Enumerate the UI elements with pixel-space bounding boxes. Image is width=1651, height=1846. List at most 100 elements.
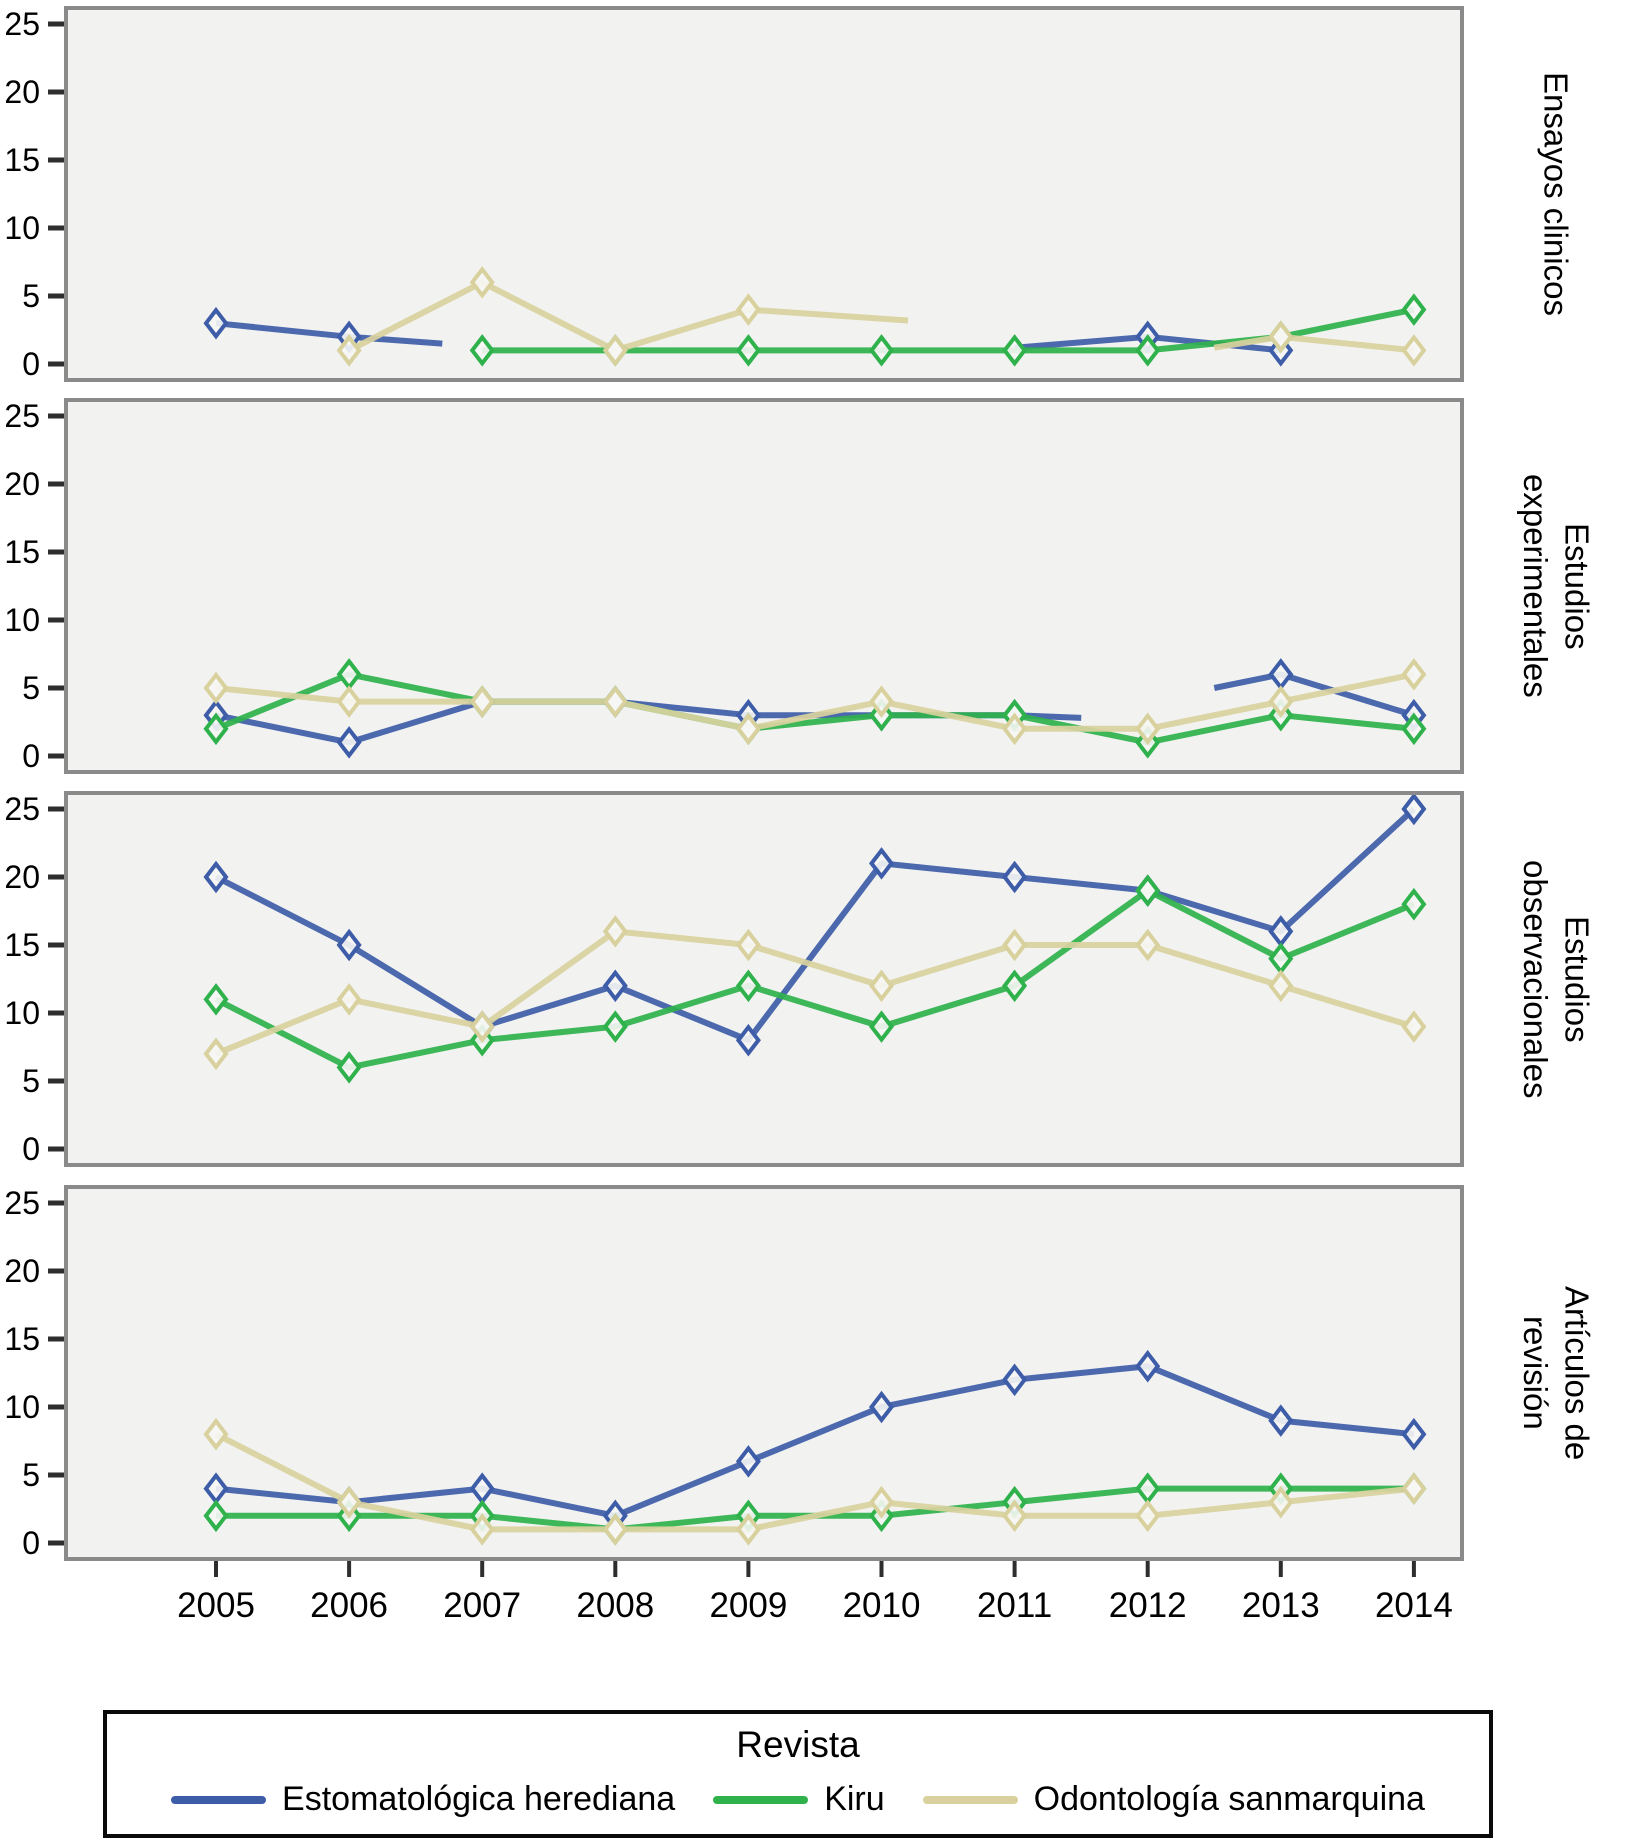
marker-herediana	[336, 726, 362, 759]
x-tick-label: 2010	[843, 1586, 921, 1625]
marker-sanmarquina	[868, 685, 895, 718]
marker-herediana	[602, 969, 628, 1003]
marker-sanmarquina	[469, 266, 495, 299]
marker-kiru	[1401, 712, 1427, 746]
y-tick-label: 5	[22, 278, 40, 314]
x-tick-label: 2006	[310, 1586, 388, 1625]
marker-herediana	[735, 1023, 761, 1057]
series-line-kiru	[214, 671, 1415, 746]
y-tick-label: 15	[4, 534, 40, 570]
marker-sanmarquina	[336, 685, 362, 718]
y-tick-label: 5	[22, 1457, 40, 1493]
marker-sanmarquina	[1268, 685, 1294, 718]
kiru-line-swatch-icon	[713, 1795, 809, 1804]
marker-sanmarquina	[1268, 320, 1294, 354]
y-tick-label: 0	[22, 1131, 40, 1167]
panel-0: 25 20 15 10 5 0	[4, 6, 1464, 382]
legend: Revista Estomatológica herediana Kiru Od…	[103, 1710, 1493, 1838]
marker-herediana	[868, 1390, 895, 1424]
marker-sanmarquina	[203, 1417, 229, 1451]
panel-border	[64, 398, 1464, 774]
marker-sanmarquina	[1268, 969, 1294, 1003]
sanmarquina-line-swatch-icon	[922, 1795, 1018, 1804]
marker-herediana	[1268, 1404, 1294, 1437]
marker-sanmarquina	[1135, 1499, 1161, 1533]
marker-kiru	[868, 1010, 895, 1043]
x-tick-label: 2012	[1109, 1586, 1187, 1625]
legend-entry-kiru: Kiru	[713, 1780, 885, 1819]
marker-herediana	[203, 306, 229, 340]
panel-title-estudios-experimentales: Estudios experimentales	[1517, 474, 1596, 698]
marker-kiru	[1401, 293, 1427, 326]
legend-entry-sanmarquina: Odontología sanmarquina	[922, 1780, 1425, 1819]
panel-3: 25 20 15 10 5 0	[4, 1185, 1464, 1561]
marker-sanmarquina	[469, 685, 495, 718]
series-line-sanmarquina	[214, 928, 1415, 1057]
y-tick-label: 0	[22, 738, 40, 774]
marker-kiru	[1135, 334, 1161, 367]
marker-sanmarquina	[735, 1513, 761, 1546]
series-line-herediana	[214, 806, 1416, 1044]
x-tick-label: 2011	[977, 1586, 1052, 1625]
y-tick-label: 25	[4, 791, 40, 827]
panel-border	[64, 6, 1464, 382]
marker-sanmarquina	[336, 983, 362, 1016]
x-tick-label: 2013	[1242, 1586, 1320, 1625]
panel-border	[64, 791, 1464, 1167]
marker-sanmarquina	[735, 293, 761, 326]
marker-kiru	[469, 334, 495, 367]
marker-kiru	[1002, 969, 1028, 1003]
marker-kiru	[602, 1010, 628, 1043]
marker-kiru	[868, 334, 895, 367]
y-tick-label: 15	[4, 927, 40, 963]
x-tick-label: 2007	[443, 1586, 521, 1625]
x-tick-label: 2009	[709, 1586, 787, 1625]
marker-kiru	[735, 334, 761, 367]
y-tick-label: 5	[22, 670, 40, 706]
y-tick-label: 20	[4, 466, 40, 502]
y-tick-label: 10	[4, 995, 40, 1031]
y-tick-label: 15	[4, 142, 40, 178]
panel-plot-area	[66, 8, 1462, 380]
panel-1: 25 20 15 10 5 0	[4, 398, 1464, 774]
marker-herediana	[1401, 1417, 1427, 1451]
marker-sanmarquina	[1002, 1499, 1028, 1533]
panel-title-estudios-observacionales: Estudios observacionales	[1517, 859, 1596, 1099]
marker-herediana	[1135, 1349, 1161, 1383]
x-tick-label: 2005	[177, 1586, 255, 1625]
marker-sanmarquina	[1135, 928, 1161, 962]
marker-sanmarquina	[602, 1513, 628, 1546]
y-tick-label: 20	[4, 74, 40, 110]
chart-svg: 25 20 15 10 5 0 25 20 15 10 5 0 25 20 15 10 5 0 25 20 15 10 5 0…	[4, 6, 1464, 1625]
marker-herediana	[1002, 1363, 1028, 1397]
marker-sanmarquina	[203, 1037, 229, 1071]
legend-label-sanmarquina: Odontología sanmarquina	[1033, 1780, 1425, 1818]
legend-entry-herediana: Estomatológica herediana	[171, 1780, 675, 1819]
marker-sanmarquina	[602, 915, 628, 948]
y-tick-label: 10	[4, 602, 40, 638]
legend-label-kiru: Kiru	[824, 1780, 885, 1818]
panel-title-ensayos-clinicos: Ensayos clinicos	[1537, 72, 1575, 316]
marker-sanmarquina	[469, 1513, 495, 1546]
legend-entries: Estomatológica herediana Kiru Odontologí…	[107, 1780, 1489, 1819]
y-tick-label: 10	[4, 210, 40, 246]
y-tick-label: 25	[4, 6, 40, 42]
y-tick-label: 20	[4, 1253, 40, 1289]
y-tick-label: 20	[4, 859, 40, 895]
marker-kiru	[336, 1051, 362, 1084]
series-line-sanmarquina	[215, 671, 1415, 732]
marker-herediana	[1002, 860, 1028, 894]
marker-sanmarquina	[602, 334, 628, 367]
y-tick-label: 5	[22, 1063, 40, 1099]
legend-title: Revista	[736, 1724, 860, 1765]
marker-kiru	[203, 712, 229, 746]
marker-sanmarquina	[868, 1485, 895, 1519]
series-line-sanmarquina	[214, 1431, 1415, 1533]
y-tick-label: 0	[22, 1525, 40, 1561]
series-line-herediana	[215, 1363, 1415, 1519]
marker-sanmarquina	[469, 1010, 495, 1043]
y-tick-label: 10	[4, 1389, 40, 1425]
marker-sanmarquina	[1268, 1485, 1294, 1519]
marker-herediana	[203, 860, 229, 894]
